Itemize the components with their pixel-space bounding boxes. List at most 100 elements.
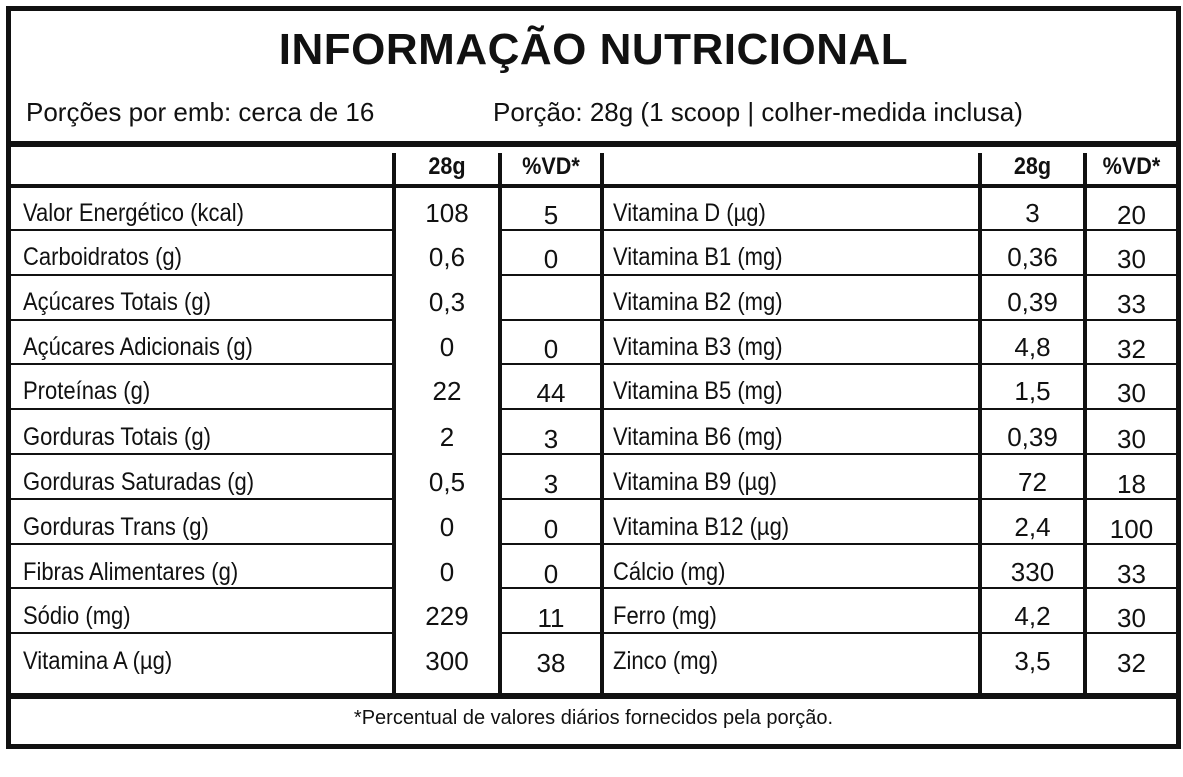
panel-title: INFORMAÇÃO NUTRICIONAL — [278, 25, 909, 74]
right-nutrient-dv: 32 — [1117, 648, 1146, 678]
left-nutrient-amount: 229 — [425, 601, 469, 631]
right-nutrient-amount: 3,5 — [1014, 646, 1051, 676]
row-divider — [603, 543, 1176, 545]
right-nutrient-name: Zinco (mg) — [613, 647, 719, 675]
row-divider — [500, 363, 600, 365]
row-divider — [11, 363, 392, 365]
left-nutrient-name: Açúcares Totais (g) — [23, 288, 211, 316]
right-amount-header: 28g — [1013, 153, 1052, 180]
daily-value-footnote: *Percentual de valores diários fornecido… — [353, 707, 834, 729]
right-nutrient-amount: 0,39 — [1007, 422, 1058, 452]
right-nutrient-amount: 72 — [1018, 467, 1047, 497]
right-nutrient-dv: 30 — [1117, 603, 1146, 633]
row-divider — [11, 453, 392, 455]
row-divider — [500, 274, 600, 276]
left-nutrient-amount: 300 — [425, 646, 469, 676]
left-nutrient-amount: 0 — [439, 557, 455, 587]
row-divider — [500, 408, 600, 410]
left-nutrient-amount: 0 — [439, 512, 455, 542]
row-divider — [603, 587, 1176, 589]
left-dv-header: %VD* — [522, 153, 580, 180]
left-nutrient-dv: 38 — [536, 648, 566, 678]
right-nutrient-amount: 0,39 — [1007, 287, 1058, 317]
left-nutrient-name: Açúcares Adicionais (g) — [23, 333, 253, 361]
row-divider — [11, 543, 392, 545]
left-nutrient-dv: 0 — [543, 244, 559, 274]
left-nutrient-amount: 22 — [432, 376, 462, 406]
col-divider-center — [600, 153, 604, 693]
left-nutrient-dv: 44 — [536, 378, 566, 408]
left-nutrient-dv: 0 — [543, 559, 559, 589]
right-nutrient-amount: 4,2 — [1014, 601, 1051, 631]
left-nutrient-dv: 0 — [543, 334, 559, 364]
row-divider — [500, 543, 600, 545]
right-nutrient-name: Vitamina B12 (µg) — [613, 513, 790, 541]
row-divider — [603, 274, 1176, 276]
right-nutrient-name: Vitamina D (µg) — [613, 199, 766, 227]
right-nutrient-dv: 30 — [1117, 424, 1146, 454]
left-nutrient-dv: 3 — [543, 469, 559, 499]
row-divider — [11, 408, 392, 410]
col-divider-right-dv — [1083, 153, 1087, 693]
left-nutrient-name: Vitamina A (µg) — [23, 647, 173, 675]
right-nutrient-amount: 330 — [1010, 557, 1055, 587]
right-dv-header: %VD* — [1102, 153, 1161, 180]
left-nutrient-name: Carboidratos (g) — [23, 243, 182, 271]
row-divider — [603, 632, 1176, 634]
col-divider-left-dv — [498, 153, 502, 693]
left-nutrient-name: Gorduras Saturadas (g) — [23, 468, 255, 496]
row-divider — [500, 229, 600, 231]
right-nutrient-amount: 3 — [1025, 198, 1040, 228]
left-nutrient-name: Gorduras Totais (g) — [23, 423, 211, 451]
column-header-divider — [11, 184, 1176, 188]
row-divider — [500, 587, 600, 589]
left-nutrient-amount: 0 — [439, 332, 455, 362]
left-nutrient-amount: 0,3 — [428, 287, 466, 317]
left-nutrient-amount: 2 — [439, 422, 455, 452]
right-nutrient-dv: 20 — [1117, 200, 1146, 230]
col-divider-left-amount — [392, 153, 396, 693]
right-nutrient-name: Ferro (mg) — [613, 602, 717, 630]
right-nutrient-amount: 1,5 — [1014, 376, 1051, 406]
row-divider — [11, 632, 392, 634]
left-nutrient-amount: 0,5 — [428, 467, 466, 497]
left-amount-header: 28g — [428, 153, 466, 180]
row-divider — [500, 632, 600, 634]
col-divider-right-amount — [978, 153, 982, 693]
right-nutrient-name: Vitamina B2 (mg) — [613, 288, 783, 316]
row-divider — [500, 498, 600, 500]
right-nutrient-name: Cálcio (mg) — [613, 558, 726, 586]
right-nutrient-dv: 30 — [1117, 378, 1146, 408]
right-nutrient-dv: 33 — [1117, 559, 1146, 589]
right-nutrient-amount: 4,8 — [1014, 332, 1051, 362]
right-nutrient-name: Vitamina B5 (mg) — [613, 377, 783, 405]
right-nutrient-dv: 100 — [1109, 514, 1154, 544]
row-divider — [603, 319, 1176, 321]
row-divider — [500, 319, 600, 321]
row-divider — [603, 498, 1176, 500]
right-nutrient-name: Vitamina B1 (mg) — [613, 243, 783, 271]
row-divider — [603, 229, 1176, 231]
right-nutrient-amount: 0,36 — [1007, 242, 1058, 272]
row-divider — [11, 229, 392, 231]
footer-divider — [11, 693, 1176, 699]
left-nutrient-dv: 0 — [543, 514, 559, 544]
right-nutrient-name: Vitamina B6 (mg) — [613, 423, 783, 451]
row-divider — [603, 453, 1176, 455]
left-nutrient-name: Gorduras Trans (g) — [23, 513, 209, 541]
row-divider — [11, 319, 392, 321]
serving-size: Porção: 28g (1 scoop | colher-medida inc… — [493, 97, 1023, 127]
right-nutrient-dv: 33 — [1117, 289, 1146, 319]
left-nutrient-name: Valor Energético (kcal) — [23, 199, 244, 227]
row-divider — [11, 587, 392, 589]
row-divider — [603, 408, 1176, 410]
left-nutrient-name: Fibras Alimentares (g) — [23, 558, 239, 586]
header-divider — [11, 141, 1176, 147]
left-nutrient-amount: 108 — [425, 198, 469, 228]
servings-per-package: Porções por emb: cerca de 16 — [26, 97, 375, 127]
right-nutrient-dv: 30 — [1117, 244, 1146, 274]
row-divider — [11, 498, 392, 500]
left-nutrient-amount: 0,6 — [428, 242, 466, 272]
right-nutrient-dv: 18 — [1117, 469, 1146, 499]
right-nutrient-name: Vitamina B3 (mg) — [613, 333, 783, 361]
